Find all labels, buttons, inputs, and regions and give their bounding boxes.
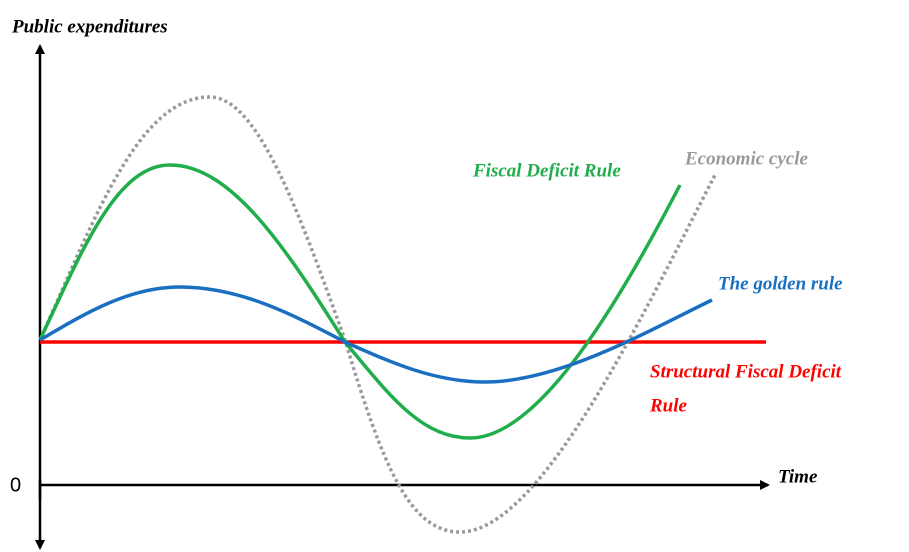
golden-rule-curve	[39, 285, 713, 384]
origin-label: 0	[10, 474, 21, 496]
golden-rule-label: The golden rule	[718, 273, 843, 294]
structural-rule-label: Rule	[649, 395, 688, 416]
x-axis-label: Time	[778, 466, 818, 487]
fiscal-deficit-curve	[38, 163, 682, 440]
y-axis-label: Public expenditures	[11, 16, 168, 37]
structural-rule-label: Structural Fiscal Deficit	[650, 361, 842, 382]
economic-cycle-label: Economic cycle	[684, 148, 808, 169]
fiscal-deficit-label: Fiscal Deficit Rule	[472, 160, 621, 181]
